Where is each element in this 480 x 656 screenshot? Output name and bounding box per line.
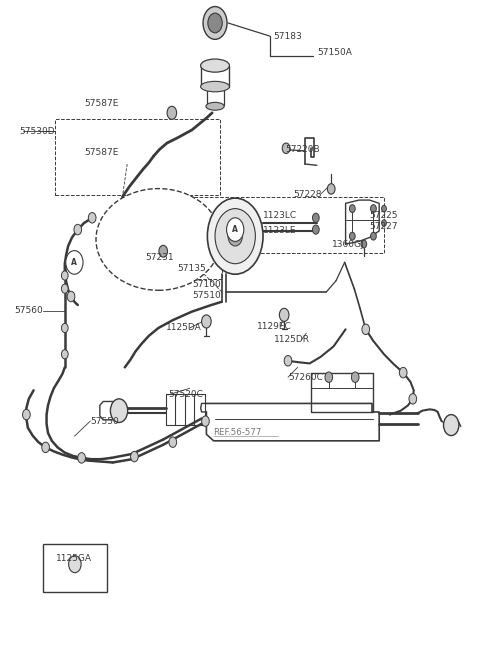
Text: 57227: 57227 (370, 222, 398, 231)
Circle shape (351, 372, 359, 382)
Text: 57220B: 57220B (286, 145, 320, 154)
Text: 1360GJ: 1360GJ (332, 239, 365, 249)
Circle shape (349, 205, 355, 213)
Circle shape (61, 284, 68, 293)
Ellipse shape (201, 81, 229, 92)
Circle shape (312, 213, 319, 222)
Text: 1125GA: 1125GA (57, 554, 92, 564)
Text: 1125DR: 1125DR (274, 335, 310, 344)
Text: 57228: 57228 (293, 190, 321, 199)
Text: 57183: 57183 (274, 31, 302, 41)
Circle shape (61, 350, 68, 359)
Text: 57530D: 57530D (19, 127, 55, 136)
Text: 57100: 57100 (192, 280, 221, 289)
Circle shape (282, 143, 290, 154)
Circle shape (382, 220, 386, 226)
Circle shape (371, 205, 376, 213)
Circle shape (327, 184, 335, 194)
Text: 1125DA: 1125DA (166, 323, 201, 333)
FancyBboxPatch shape (43, 544, 107, 592)
Circle shape (159, 245, 168, 257)
Circle shape (409, 394, 417, 404)
Circle shape (208, 13, 222, 33)
Text: 57587E: 57587E (84, 99, 119, 108)
Text: 57150A: 57150A (317, 48, 352, 57)
Circle shape (61, 323, 68, 333)
Text: 1129EC: 1129EC (257, 322, 291, 331)
Circle shape (69, 556, 81, 573)
Circle shape (382, 205, 386, 212)
Circle shape (169, 437, 177, 447)
Circle shape (361, 240, 367, 248)
Circle shape (67, 291, 75, 302)
Circle shape (23, 409, 30, 420)
Circle shape (207, 198, 263, 274)
Circle shape (399, 367, 407, 378)
Circle shape (279, 308, 289, 321)
Circle shape (325, 372, 333, 382)
Text: 57260C: 57260C (288, 373, 323, 382)
Circle shape (66, 251, 83, 274)
Circle shape (228, 226, 242, 246)
Ellipse shape (206, 102, 224, 110)
Circle shape (74, 224, 82, 235)
Text: 1123LC: 1123LC (263, 211, 297, 220)
Ellipse shape (201, 59, 229, 72)
Text: 57135: 57135 (178, 264, 206, 274)
Text: 57231: 57231 (145, 253, 174, 262)
Circle shape (215, 209, 255, 264)
Circle shape (202, 315, 211, 328)
Text: 57225: 57225 (370, 211, 398, 220)
Circle shape (362, 324, 370, 335)
Text: 57560: 57560 (14, 306, 43, 316)
Circle shape (227, 218, 244, 241)
Circle shape (167, 106, 177, 119)
Circle shape (444, 415, 459, 436)
Circle shape (203, 7, 227, 39)
Circle shape (349, 232, 355, 240)
Text: A: A (72, 258, 77, 267)
Circle shape (312, 225, 319, 234)
Text: REF.56-577: REF.56-577 (213, 428, 261, 438)
Circle shape (284, 356, 292, 366)
Circle shape (88, 213, 96, 223)
Circle shape (42, 442, 49, 453)
Text: 57510: 57510 (192, 291, 221, 300)
Text: 1123LE: 1123LE (263, 226, 297, 236)
Circle shape (110, 399, 128, 422)
Text: 57520C: 57520C (168, 390, 203, 400)
Text: A: A (232, 225, 238, 234)
Circle shape (202, 416, 209, 426)
Circle shape (131, 451, 138, 462)
Circle shape (78, 453, 85, 463)
Circle shape (371, 232, 376, 240)
Text: 57550: 57550 (90, 417, 119, 426)
Ellipse shape (96, 189, 221, 290)
Circle shape (61, 271, 68, 280)
Text: 57587E: 57587E (84, 148, 119, 157)
